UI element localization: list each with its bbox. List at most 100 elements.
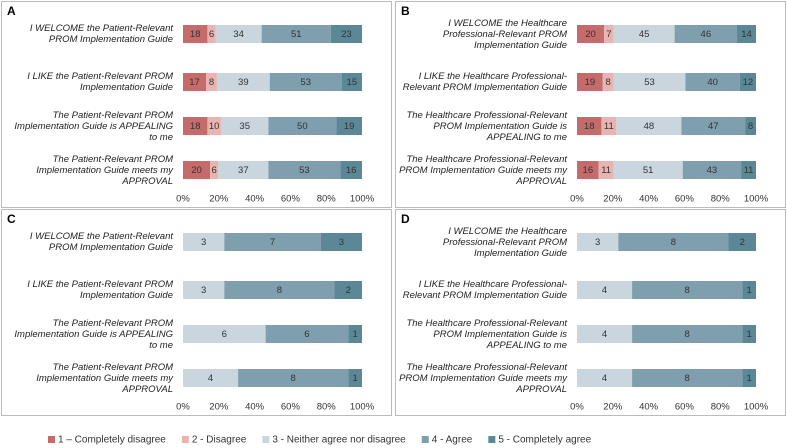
value-label: 37 [238, 165, 249, 176]
value-label: 50 [297, 121, 308, 132]
value-label: 20 [191, 165, 202, 176]
value-label: 35 [239, 121, 250, 132]
x-tick-label: 60% [281, 402, 301, 413]
legend-swatch [421, 436, 429, 443]
bar-segment [598, 161, 614, 179]
value-label: 53 [300, 77, 311, 88]
legend-label: 3 - Neither agree nor disagree [272, 435, 406, 446]
x-tick-label: 0% [570, 402, 584, 413]
category-label: The Healthcare Professional-Relevant PRO… [399, 361, 567, 395]
bar-segment [577, 25, 605, 43]
panel-frame [1, 209, 392, 416]
value-label: 17 [189, 77, 200, 88]
legend-swatch [488, 436, 496, 443]
legend-swatch [262, 436, 270, 443]
bar-segment [577, 233, 619, 251]
bar-segment [268, 161, 341, 179]
value-label: 8 [606, 77, 611, 88]
category-label: The Patient-Relevant PROM Implementation… [14, 317, 173, 351]
panel-frame [395, 1, 786, 208]
bar-segment [268, 117, 337, 135]
bar-segment [265, 325, 349, 343]
x-tick-label: 0% [176, 402, 190, 413]
panel-letter: D [401, 212, 410, 226]
x-tick-label: 0% [176, 194, 190, 205]
value-label: 1 [352, 329, 357, 340]
value-label: 18 [190, 29, 201, 40]
value-label: 11 [601, 165, 611, 176]
bar-segment [577, 369, 633, 387]
value-label: 8 [748, 121, 753, 132]
x-tick-label: 60% [675, 402, 695, 413]
value-label: 3 [339, 237, 344, 248]
bar-segment [602, 73, 614, 91]
bar-segment [348, 369, 362, 387]
category-label: The Healthcare Professional-Relevant PRO… [399, 153, 567, 187]
category-label: I WELCOME the Healthcare Professional-Re… [442, 17, 567, 51]
bar-segment [674, 25, 738, 43]
legend-label: 4 - Agree [432, 435, 473, 446]
value-label: 16 [346, 165, 357, 176]
x-tick-label: 80% [317, 194, 337, 205]
bar-segment [210, 161, 219, 179]
bar-segment [616, 117, 682, 135]
value-label: 4 [602, 329, 607, 340]
bar-segment [577, 281, 633, 299]
value-label: 40 [707, 77, 718, 88]
value-label: 53 [299, 165, 310, 176]
x-tick-label: 20% [209, 402, 229, 413]
value-label: 19 [344, 121, 355, 132]
bar-segment [742, 281, 756, 299]
value-label: 23 [341, 29, 352, 40]
x-tick-label: 80% [711, 402, 731, 413]
x-tick-label: 0% [570, 194, 584, 205]
bar-segment [269, 73, 342, 91]
bar-segment [238, 369, 349, 387]
value-label: 11 [604, 121, 614, 132]
bar-segment [215, 25, 262, 43]
bar-segment [224, 233, 321, 251]
value-label: 3 [595, 237, 600, 248]
panel-letter: A [7, 4, 16, 18]
bar-segment [742, 369, 756, 387]
value-label: 6 [212, 165, 217, 176]
bar-segment [218, 161, 269, 179]
value-label: 10 [209, 121, 220, 132]
value-label: 8 [671, 237, 676, 248]
category-label: I WELCOME the Patient-Relevant PROM Impl… [29, 23, 173, 45]
value-label: 6 [304, 329, 309, 340]
value-label: 8 [277, 285, 282, 296]
bar-segment [183, 117, 208, 135]
bar-segment [577, 161, 599, 179]
bar-segment [341, 73, 362, 91]
x-tick-label: 40% [639, 402, 659, 413]
value-label: 48 [644, 121, 655, 132]
value-label: 4 [602, 285, 607, 296]
x-tick-label: 40% [639, 194, 659, 205]
value-label: 53 [644, 77, 655, 88]
value-label: 16 [583, 165, 594, 176]
bar-segment [183, 325, 266, 343]
value-label: 8 [685, 285, 690, 296]
bar-segment [216, 73, 270, 91]
panel-frame [1, 1, 392, 208]
panel-letter: C [7, 212, 16, 226]
bar-segment [632, 281, 743, 299]
bar-segment [613, 25, 675, 43]
legend-label: 1 – Completely disagree [58, 435, 166, 446]
value-label: 3 [201, 237, 206, 248]
bar-segment [183, 161, 211, 179]
value-label: 7 [606, 29, 611, 40]
bar-segment [261, 25, 331, 43]
value-label: 4 [602, 373, 607, 384]
bar-segment [220, 117, 269, 135]
x-tick-label: 40% [245, 402, 265, 413]
legend-label: 5 - Completely agree [498, 435, 591, 446]
x-tick-label: 100% [350, 194, 375, 205]
value-label: 1 [352, 373, 357, 384]
value-label: 47 [708, 121, 719, 132]
value-label: 4 [208, 373, 213, 384]
x-tick-label: 20% [603, 194, 623, 205]
bar-segment [737, 25, 756, 43]
